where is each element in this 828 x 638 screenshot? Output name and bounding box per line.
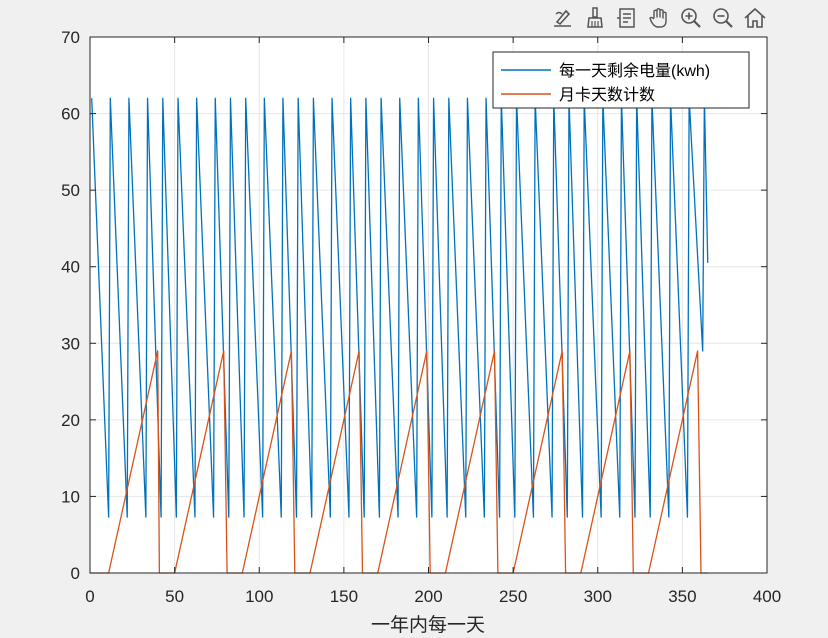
brush-button[interactable]: [580, 4, 610, 32]
figure-toolbar: [548, 3, 770, 33]
zoom-in-icon: [681, 8, 701, 28]
axis-ticks: 0 50 100 150 200 250 300 350 400 0 10 20 30 40 50 60 70: [61, 28, 781, 606]
y-tick-label: 10: [61, 487, 80, 506]
zoom-in-button[interactable]: [676, 4, 706, 32]
legend[interactable]: 每一天剩余电量(kwh) 月卡天数计数: [492, 51, 750, 109]
y-tick-label: 70: [61, 28, 80, 47]
y-tick-label: 20: [61, 411, 80, 430]
y-tick-label: 0: [71, 564, 80, 583]
series-layer: [90, 97, 709, 574]
x-tick-label: 100: [245, 587, 273, 606]
x-tick-label: 150: [330, 587, 358, 606]
edit-plot-button[interactable]: [548, 4, 578, 32]
y-tick-label: 60: [61, 105, 80, 124]
y-tick-label: 40: [61, 258, 80, 277]
data-tips-button[interactable]: [612, 4, 642, 32]
series-line-1: [91, 97, 709, 518]
x-tick-label: 350: [668, 587, 696, 606]
x-axis-label: 一年内每一天: [371, 614, 485, 636]
x-tick-label: 200: [414, 587, 442, 606]
legend-label-2: 月卡天数计数: [559, 86, 655, 104]
grid-lines: [90, 37, 767, 573]
zoom-out-button[interactable]: [708, 4, 738, 32]
data-tips-icon: [617, 8, 635, 28]
x-tick-label: 400: [753, 587, 781, 606]
x-tick-label: 0: [85, 587, 94, 606]
pan-hand-icon: [649, 8, 667, 28]
x-tick-label: 50: [165, 587, 184, 606]
home-icon: [744, 7, 766, 28]
home-button[interactable]: [740, 4, 770, 32]
y-tick-label: 50: [61, 181, 80, 200]
x-tick-label: 250: [499, 587, 527, 606]
series-line-2: [90, 350, 708, 574]
legend-label-1: 每一天剩余电量(kwh): [559, 61, 710, 80]
y-tick-label: 30: [61, 334, 80, 353]
pan-button[interactable]: [644, 4, 674, 32]
x-tick-label: 300: [584, 587, 612, 606]
legend-box: [492, 51, 750, 109]
edit-plot-icon: [554, 9, 571, 27]
zoom-out-icon: [713, 8, 733, 28]
brush-icon: [587, 7, 603, 28]
